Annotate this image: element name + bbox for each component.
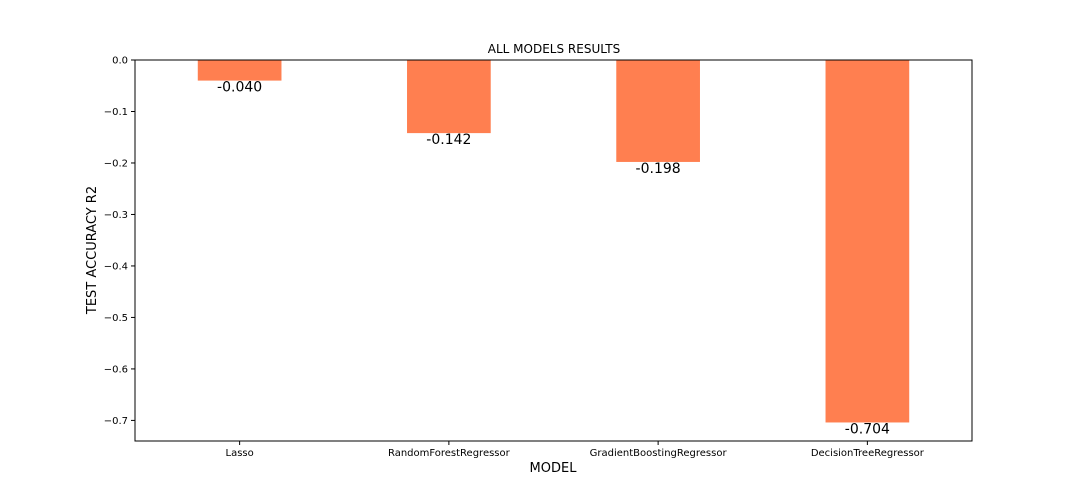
y-tick-label: −0.4 [104,261,128,272]
x-axis-title: MODEL [530,461,578,476]
data-label-DecisionTreeRegressor: -0.704 [845,421,890,437]
y-tick-label: −0.7 [104,416,128,427]
bar-DecisionTreeRegressor [825,60,910,423]
axes-layer: Lasso RandomForestRegressor GradientBoosti… [104,56,925,460]
y-tick-label: −0.3 [104,210,128,221]
y-tick-label: −0.2 [104,158,128,169]
x-tick-label: RandomForestRegressor [388,448,511,459]
x-tick-label: GradientBoostingRegressor [590,448,728,459]
data-label-Lasso: -0.040 [217,80,262,96]
data-label-GradientBoostingRegressor: -0.198 [636,161,681,177]
plot-frame [134,59,973,442]
y-tick-label: −0.6 [104,364,128,375]
y-tick-label: −0.1 [104,107,128,118]
x-tick-label: Lasso [226,448,254,459]
bar-Lasso [197,60,282,81]
bar-RandomForestRegressor [407,60,491,134]
bar-GradientBoostingRegressor [616,60,700,162]
y-tick-label: −0.5 [104,313,128,324]
data-label-RandomForestRegressor: -0.142 [426,132,471,148]
chart-title: ALL MODELS RESULTS [488,42,620,56]
y-tick-label: 0.0 [112,56,128,67]
bars-layer [197,60,910,423]
x-tick-label: DecisionTreeRegressor [811,448,925,459]
data-labels-layer: -0.040 -0.142 -0.198 -0.704 [217,80,890,438]
y-axis-title: TEST ACCURACY R2 [85,186,100,315]
